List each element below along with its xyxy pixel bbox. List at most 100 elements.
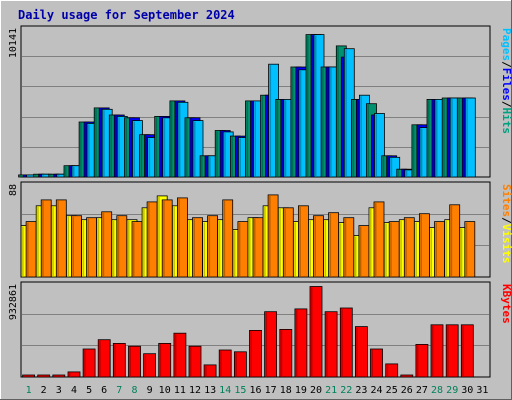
bar-shade xyxy=(133,121,135,176)
bar-pages-day-12 xyxy=(192,120,204,178)
bar-shade xyxy=(322,68,324,176)
bar-shade xyxy=(382,156,385,176)
x-tick-day-13: 13 xyxy=(204,385,216,396)
bar-shade xyxy=(311,287,313,376)
bar-kbytes-day-2 xyxy=(37,374,51,378)
bar-shade xyxy=(433,100,435,176)
kbytes-max-label: 932861 xyxy=(8,284,19,320)
bar-shade xyxy=(201,156,203,176)
bar-shade xyxy=(460,228,463,276)
bar-shade xyxy=(57,200,59,276)
bar-kbytes-day-27 xyxy=(415,343,429,378)
bar-shade xyxy=(73,166,75,176)
bar-shade xyxy=(416,345,419,376)
bar-shade xyxy=(158,196,160,276)
bar-kbytes-day-14 xyxy=(218,349,232,378)
bar-shade xyxy=(160,117,163,176)
bar-shade xyxy=(163,200,165,276)
bar-shade xyxy=(250,331,252,376)
bar-kbytes-day-1 xyxy=(22,374,36,378)
bar-shade xyxy=(432,325,434,376)
bar-shade xyxy=(387,156,390,176)
bar-kbytes-day-6 xyxy=(97,339,111,378)
bar-shade xyxy=(102,212,105,277)
x-tick-day-4: 4 xyxy=(71,385,77,396)
x-tick-day-27: 27 xyxy=(416,385,428,396)
bar-shade xyxy=(67,216,69,276)
legend-hits: Hits xyxy=(500,108,512,135)
bar-shade xyxy=(312,35,314,176)
bar-kbytes-day-28 xyxy=(430,324,444,378)
bar-shade xyxy=(235,352,237,376)
bar-shade xyxy=(239,138,241,176)
bar-shade xyxy=(115,116,117,176)
bar-shade xyxy=(95,108,97,176)
bar-shade xyxy=(458,99,460,176)
bar-shade xyxy=(367,104,369,176)
bar-shade xyxy=(103,110,105,176)
bar-shade xyxy=(42,175,45,176)
bar-shade xyxy=(402,170,405,176)
bar-shade xyxy=(37,206,39,276)
bar-kbytes-day-19 xyxy=(294,308,308,378)
bar-shade xyxy=(281,100,284,176)
bar-shade xyxy=(87,218,90,276)
bar-shade xyxy=(114,344,116,376)
bar-shade xyxy=(233,230,236,276)
bar-shade xyxy=(354,236,357,276)
x-tick-day-24: 24 xyxy=(370,385,382,396)
x-tick-day-11: 11 xyxy=(174,385,186,396)
bar-shade xyxy=(266,96,269,176)
bar-shade xyxy=(309,220,311,276)
bar-kbytes-day-25 xyxy=(385,363,399,378)
x-tick-day-6: 6 xyxy=(101,385,107,396)
bar-shade xyxy=(112,220,115,276)
bar-kbytes-day-12 xyxy=(188,345,202,378)
bar-shade xyxy=(360,96,362,176)
bar-shade xyxy=(54,175,57,176)
bar-shade xyxy=(390,222,392,276)
legend-slash: / xyxy=(500,61,512,68)
visits-sites-max-label: 88 xyxy=(8,184,19,196)
bar-shade xyxy=(284,208,286,276)
bar-kbytes-day-26 xyxy=(400,374,414,378)
bar-shade xyxy=(117,216,120,276)
bar-kbytes-day-22 xyxy=(339,307,353,378)
bar-shade xyxy=(370,208,372,276)
bar-shade xyxy=(97,218,100,276)
bar-shade xyxy=(209,156,211,176)
bar-shade xyxy=(397,170,400,176)
bar-shade xyxy=(415,222,417,276)
bar-shade xyxy=(326,312,328,376)
bar-shade xyxy=(372,116,374,176)
bar-shade xyxy=(314,216,316,276)
bar-shade xyxy=(186,118,188,176)
bar-shade xyxy=(341,309,343,376)
bar-shade xyxy=(224,132,226,176)
bar-shade xyxy=(69,372,71,376)
bar-shade xyxy=(194,121,196,176)
bar-shade xyxy=(174,334,177,376)
bar-shade xyxy=(261,96,264,176)
bar-kbytes-day-17 xyxy=(264,311,278,378)
bar-shade xyxy=(443,99,445,176)
bar-shade xyxy=(84,350,86,376)
pages-files-hits-side-legend: Pages/Files/Hits xyxy=(500,28,512,134)
bar-shade xyxy=(465,222,468,276)
bar-shade xyxy=(324,220,327,276)
bar-shade xyxy=(447,325,449,376)
bar-shade xyxy=(27,222,29,276)
bar-kbytes-day-23 xyxy=(354,326,368,378)
legend-files: Files xyxy=(500,68,512,101)
bar-shade xyxy=(342,58,344,176)
bar-kbytes-day-8 xyxy=(128,345,141,378)
bar-kbytes-day-20 xyxy=(309,286,323,378)
bar-shade xyxy=(375,202,377,276)
bar-shade xyxy=(435,222,437,276)
bar-shade xyxy=(205,365,207,376)
bar-shade xyxy=(295,309,298,376)
bar-shade xyxy=(208,216,211,276)
x-tick-day-18: 18 xyxy=(280,385,292,396)
x-tick-day-3: 3 xyxy=(56,385,62,396)
